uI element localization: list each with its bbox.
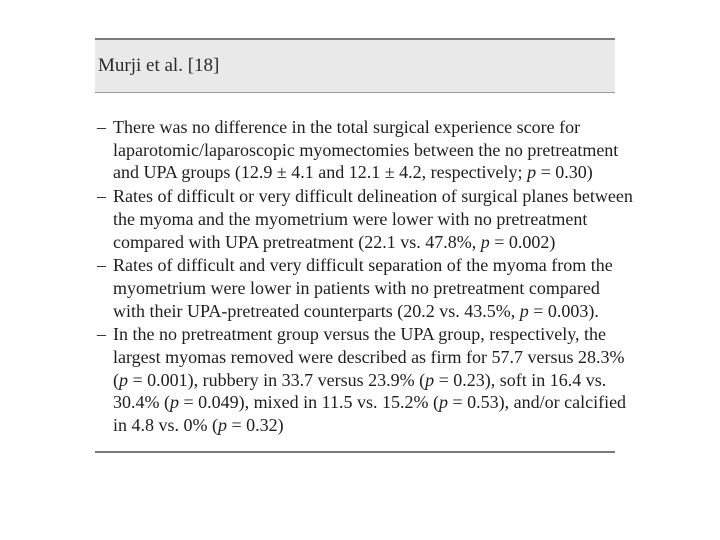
- finding-line: and UPA groups (12.9 ± 4.1 and 12.1 ± 4.…: [113, 162, 593, 183]
- finding-line: (p = 0.001), rubbery in 33.7 versus 23.9…: [113, 369, 607, 390]
- finding-item: – Rates of difficult or very difficult d…: [95, 185, 633, 253]
- bullet-dash: –: [97, 186, 106, 207]
- study-table: Murji et al. [18] – There was no differe…: [95, 38, 633, 453]
- table-bottom-rule: [95, 450, 615, 453]
- table-top-rule: [95, 38, 615, 40]
- finding-line: with their UPA-pretreated counterparts (…: [113, 300, 599, 321]
- bullet-dash: –: [97, 255, 106, 276]
- finding-line: compared with UPA pretreatment (22.1 vs.…: [113, 231, 556, 252]
- finding-line: Rates of difficult and very difficult se…: [113, 255, 613, 276]
- findings-list: – There was no difference in the total s…: [95, 93, 633, 451]
- finding-item: – There was no difference in the total s…: [95, 116, 619, 184]
- finding-line: laparotomic/laparoscopic myomectomies be…: [113, 139, 619, 160]
- bullet-dash: –: [97, 117, 106, 137]
- finding-line: 30.4% (p = 0.049), mixed in 11.5 vs. 15.…: [113, 392, 627, 413]
- finding-line: Rates of difficult or very difficult del…: [113, 186, 633, 207]
- finding-line: largest myomas removed were described as…: [113, 347, 625, 368]
- finding-line: myometrium were lower in patients with n…: [113, 277, 600, 298]
- finding-line: in 4.8 vs. 0% (p = 0.32): [113, 415, 284, 436]
- bullet-dash: –: [97, 324, 106, 345]
- finding-line: In the no pretreatment group versus the …: [113, 324, 607, 345]
- finding-line: the myoma and the myometrium were lower …: [113, 208, 588, 229]
- finding-line: There was no difference in the total sur…: [113, 117, 581, 137]
- finding-item: – Rates of difficult and very difficult …: [95, 254, 615, 322]
- table-header: Murji et al. [18]: [95, 40, 615, 93]
- study-title: Murji et al. [18]: [98, 55, 220, 76]
- finding-item: – In the no pretreatment group versus th…: [95, 323, 627, 437]
